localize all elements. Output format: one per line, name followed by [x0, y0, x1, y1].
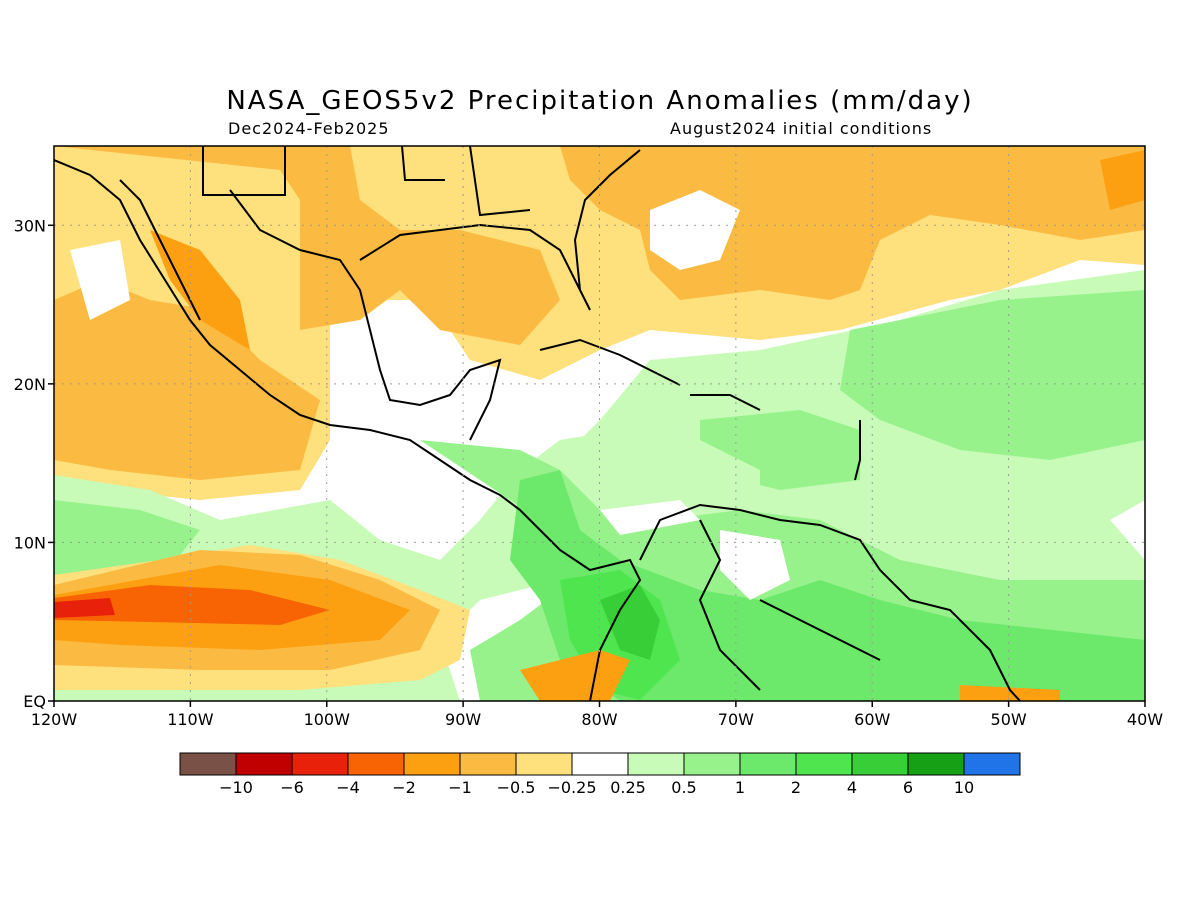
- colorbar-label: 0.25: [610, 778, 646, 797]
- chart-title: NASA_GEOS5v2 Precipitation Anomalies (mm…: [226, 86, 974, 116]
- colorbar-swatch: [963, 752, 1021, 776]
- colorbar-swatch: [739, 752, 797, 776]
- colorbar-swatch: [347, 752, 405, 776]
- colorbar-swatch: [291, 752, 349, 776]
- x-tick-label: 40W: [1127, 710, 1163, 729]
- colorbar-swatch: [627, 752, 685, 776]
- x-tick-label: 110W: [167, 710, 214, 729]
- x-tick-label: 90W: [445, 710, 481, 729]
- x-tick-label: 80W: [581, 710, 617, 729]
- colorbar-swatch: [515, 752, 573, 776]
- x-tick-label: 100W: [304, 710, 351, 729]
- colorbar-swatch: [459, 752, 517, 776]
- colorbar-label: −1: [448, 778, 472, 797]
- graticule: [54, 146, 1145, 701]
- colorbar-swatch: [907, 752, 965, 776]
- x-tick-label: 120W: [31, 710, 78, 729]
- colorbar-swatch: [851, 752, 909, 776]
- y-tick-label: 10N: [14, 533, 46, 552]
- colorbar-label: −0.5: [497, 778, 536, 797]
- x-tick-label: 70W: [718, 710, 754, 729]
- colorbar-label: 1: [735, 778, 745, 797]
- colorbar-label: −4: [336, 778, 360, 797]
- colorbar-swatch: [179, 752, 237, 776]
- x-tick-label: 60W: [854, 710, 890, 729]
- colorbar-label: 0.5: [671, 778, 696, 797]
- axis-ticks: 120W 110W 100W 90W 80W 70W 60W 50W 40W EQ 10N 20N 30…: [14, 216, 1164, 729]
- colorbar-label: 2: [791, 778, 801, 797]
- x-tick-label: 50W: [991, 710, 1027, 729]
- colorbar-swatch: [403, 752, 461, 776]
- coastlines: [54, 146, 1021, 701]
- colorbar-label: 4: [847, 778, 857, 797]
- colorbar-label: 6: [903, 778, 913, 797]
- y-tick-label: 20N: [14, 375, 46, 394]
- colorbar-swatch: [683, 752, 741, 776]
- colorbar-label: −6: [280, 778, 304, 797]
- initial-conditions: August2024 initial conditions: [670, 119, 933, 138]
- colorbar-label: −2: [392, 778, 416, 797]
- colorbar-swatch: [571, 752, 629, 776]
- colorbar-label: −0.25: [547, 778, 596, 797]
- colorbar-swatch: [795, 752, 853, 776]
- forecast-period: Dec2024-Feb2025: [228, 119, 390, 138]
- y-tick-label: 30N: [14, 216, 46, 235]
- colorbar-label: 10: [954, 778, 974, 797]
- colorbar: −10 −6 −4 −2 −1 −0.5 −0.25 0.25 0.5 1 2 4 6 10: [179, 752, 1021, 797]
- anomaly-field: [54, 146, 1145, 701]
- colorbar-label: −10: [219, 778, 253, 797]
- colorbar-swatch: [235, 752, 293, 776]
- y-tick-label: EQ: [23, 692, 46, 711]
